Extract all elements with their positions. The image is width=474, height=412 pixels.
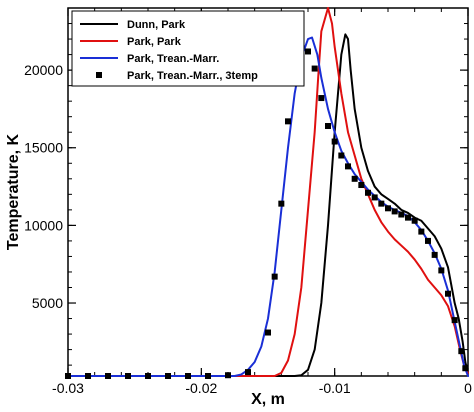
data-point-square <box>371 194 378 201</box>
y-tick-label: 5000 <box>32 295 63 311</box>
data-point-square <box>445 290 451 297</box>
data-point-square <box>245 369 251 376</box>
legend: Dunn, Park Park, Park Park, Trean.-Marr. Pa… <box>71 10 305 87</box>
legend-label: Park, Trean.-Marr., 3temp <box>127 70 258 82</box>
data-point-square <box>311 65 318 72</box>
data-point-square <box>205 373 211 379</box>
data-point-square <box>425 237 431 244</box>
data-point-square <box>85 373 91 379</box>
data-point-square <box>431 251 438 258</box>
data-point-square <box>462 365 469 372</box>
x-axis-label: X, m <box>251 391 285 408</box>
x-tick-label: 0 <box>464 380 472 396</box>
data-point-square <box>405 214 411 221</box>
x-tick-label: -0.03 <box>52 380 84 396</box>
data-point-square <box>438 267 445 274</box>
data-point-square <box>185 373 191 379</box>
data-point-square <box>278 200 285 207</box>
y-tick-label: 20000 <box>24 62 63 78</box>
data-point-square <box>318 95 325 102</box>
series-3temp-markers <box>65 42 469 379</box>
data-point-square <box>105 373 111 379</box>
data-point-square <box>451 317 458 324</box>
data-point-square <box>125 373 131 379</box>
data-point-square <box>325 123 331 130</box>
data-point-square <box>378 200 385 207</box>
series-line-2 <box>67 36 469 377</box>
data-point-square <box>165 373 171 379</box>
data-point-square <box>411 217 418 224</box>
data-point-square <box>265 329 271 336</box>
y-axis-label: Temperature, K <box>5 133 22 250</box>
x-tick-label: -0.01 <box>319 380 351 396</box>
data-point-square <box>358 182 365 189</box>
data-point-square <box>271 273 278 280</box>
data-point-square <box>225 372 231 379</box>
legend-label: Dunn, Park <box>127 19 186 31</box>
data-point-square <box>65 373 71 379</box>
data-point-square <box>305 48 311 55</box>
data-point-square <box>285 118 291 125</box>
x-tick-label: -0.02 <box>185 380 217 396</box>
series-layer <box>65 7 469 379</box>
data-point-square <box>145 373 151 379</box>
data-point-square <box>391 208 398 215</box>
data-point-square <box>345 163 351 170</box>
data-point-square <box>351 175 358 182</box>
legend-marker-square <box>96 72 102 78</box>
data-point-square <box>385 205 391 212</box>
data-point-square <box>365 189 371 196</box>
data-point-square <box>338 152 345 159</box>
legend-label: Park, Park <box>127 36 182 48</box>
legend-label: Park, Trean.-Marr. <box>127 53 219 65</box>
data-point-square <box>331 138 338 145</box>
data-point-square <box>458 348 465 355</box>
series-line-0 <box>67 33 469 377</box>
y-tick-label: 15000 <box>24 140 63 156</box>
legend-box <box>71 10 305 87</box>
data-point-square <box>418 228 425 235</box>
y-tick-label: 10000 <box>24 217 63 233</box>
data-point-square <box>398 211 405 218</box>
